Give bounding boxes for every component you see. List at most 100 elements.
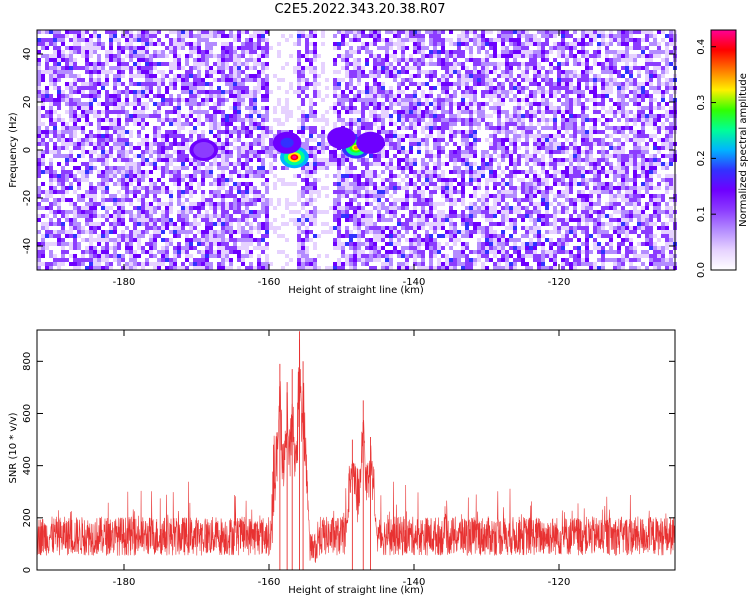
spectrogram-cell [105, 210, 109, 214]
spectrogram-cell [65, 186, 69, 190]
spectrogram-cell [453, 58, 457, 62]
spectrogram-cell [321, 98, 325, 102]
spectrogram-cell [437, 82, 441, 86]
spectrogram-cell [609, 30, 613, 34]
spectrogram-cell [653, 66, 657, 70]
spectrogram-cell [177, 202, 181, 206]
spectrogram-cell [521, 122, 525, 126]
spectrogram-cell [53, 86, 57, 90]
spectrogram-cell [125, 110, 129, 114]
spectrogram-cell [553, 174, 557, 178]
spectrogram-cell [49, 78, 53, 82]
spectrogram-cell [413, 186, 417, 190]
spectrogram-cell [365, 118, 369, 122]
spectrogram-cell [313, 42, 317, 46]
spectrogram-cell [185, 98, 189, 102]
spectrogram-cell [205, 30, 209, 34]
spectrogram-cell [457, 102, 461, 106]
spectrogram-cell [121, 202, 125, 206]
spectrogram-cell [297, 174, 301, 178]
spectrogram-cell [49, 138, 53, 142]
spectrogram-cell [549, 162, 553, 166]
spectrogram-cell [185, 34, 189, 38]
spectrogram-cell [265, 98, 269, 102]
spectrogram-cell [529, 166, 533, 170]
spectrogram-cell [537, 66, 541, 70]
spectrogram-cell [293, 202, 297, 206]
spectrogram-cell [141, 38, 145, 42]
spectrogram-cell [225, 182, 229, 186]
spectrogram-cell [549, 150, 553, 154]
spectrogram-cell [245, 46, 249, 50]
spectrogram-cell [449, 74, 453, 78]
spectrogram-cell [237, 62, 241, 66]
spectrogram-cell [257, 90, 261, 94]
spectrogram-cell [301, 166, 305, 170]
spectrogram-cell [345, 206, 349, 210]
spectrogram-cell [637, 66, 641, 70]
spectrogram-cell [477, 34, 481, 38]
spectrogram-cell [661, 194, 665, 198]
spectrogram-cell [569, 54, 573, 58]
spectrogram-cell [277, 54, 281, 58]
spectrogram-cell [593, 78, 597, 82]
spectrogram-cell [201, 54, 205, 58]
spectrogram-cell [621, 146, 625, 150]
spectrogram-cell [153, 74, 157, 78]
spectrogram-cell [309, 162, 313, 166]
spectrogram-cell [221, 142, 225, 146]
spectrogram-cell [501, 46, 505, 50]
spectrogram-cell [541, 202, 545, 206]
spectrogram-cell [497, 126, 501, 130]
spectrogram-cell [405, 70, 409, 74]
spectrogram-cell [61, 146, 65, 150]
spectrogram-cell [537, 74, 541, 78]
spectrogram-cell [45, 142, 49, 146]
spectrogram-cell [197, 30, 201, 34]
spectrogram-cell [365, 194, 369, 198]
spectrogram-cell [129, 202, 133, 206]
spectrogram-cell [229, 74, 233, 78]
spectrogram-cell [249, 154, 253, 158]
spectrogram-cell [661, 178, 665, 182]
spectrogram-cell [117, 142, 121, 146]
spectrogram-cell [309, 174, 313, 178]
spectrogram-cell [185, 74, 189, 78]
spectrogram-cell [493, 182, 497, 186]
spectrogram-cell [85, 170, 89, 174]
spectrogram-cell [573, 42, 577, 46]
spectrogram-cell [245, 106, 249, 110]
spectrogram-cell [497, 142, 501, 146]
spectrogram-cell [205, 66, 209, 70]
spectrogram-cell [413, 66, 417, 70]
spectrogram-cell [413, 106, 417, 110]
spectrogram-cell [229, 78, 233, 82]
spectrogram-cell [253, 46, 257, 50]
spectrogram-cell [477, 114, 481, 118]
spectrogram-cell [657, 194, 661, 198]
spectrogram-cell [425, 174, 429, 178]
spectrogram-cell [57, 162, 61, 166]
spectrogram-cell [125, 130, 129, 134]
spectrogram-cell [645, 62, 649, 66]
spectrogram-cell [233, 94, 237, 98]
spectrogram-cell [77, 106, 81, 110]
spectrogram-cell [653, 166, 657, 170]
spectrogram-cell [609, 66, 613, 70]
spectrogram-cell [429, 194, 433, 198]
spectrogram-cell [345, 158, 349, 162]
spectrogram-cell [537, 146, 541, 150]
spectrogram-cell [573, 154, 577, 158]
spectrogram-cell [109, 54, 113, 58]
spectrogram-cell [377, 66, 381, 70]
spectrogram-cell [101, 86, 105, 90]
spectrogram-cell [461, 174, 465, 178]
spectrogram-cell [665, 146, 669, 150]
spectrogram-cell [129, 74, 133, 78]
spectrogram-cell [129, 162, 133, 166]
spectrogram-cell [369, 102, 373, 106]
spectrogram-cell [633, 142, 637, 146]
spectrogram-cell [657, 126, 661, 130]
spectrogram-cell [365, 42, 369, 46]
spectrogram-cell [77, 50, 81, 54]
